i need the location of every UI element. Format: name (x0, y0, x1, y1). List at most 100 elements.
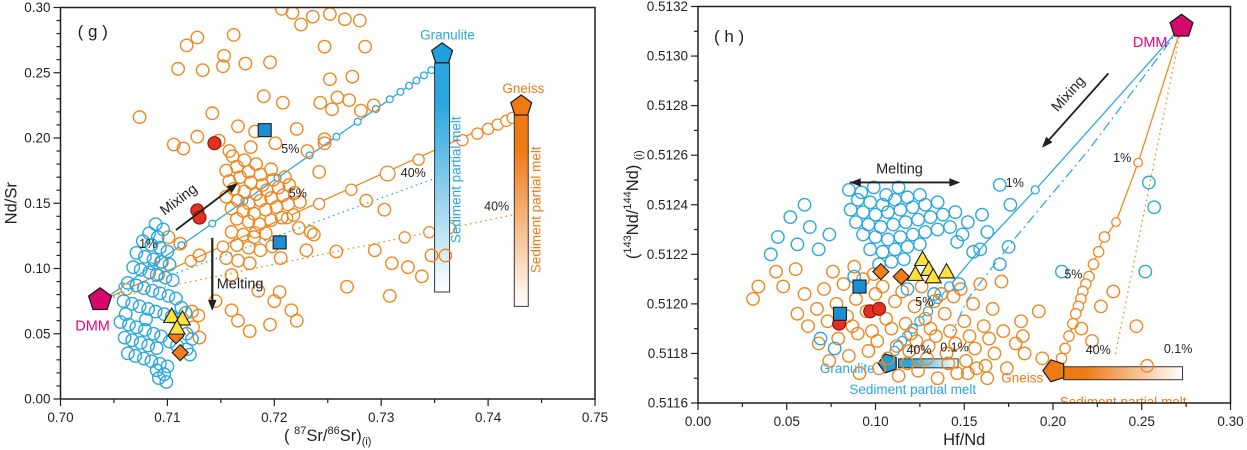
granulite-samples-point (1001, 239, 1016, 254)
granulite-samples-point (149, 268, 164, 282)
gneiss-samples-point (238, 56, 253, 71)
x-axis-title: ( 87Sr/86Sr)(i) (284, 425, 371, 448)
panel-g: Granulite Sediment partial melt Gneiss Sedi… (3, 0, 609, 448)
gneiss-samples-point (289, 313, 304, 328)
dmm-gneiss-mixing-solid (1055, 26, 1183, 365)
h-mixing-arrow (1041, 72, 1110, 148)
gneiss-samples-point (978, 358, 993, 373)
gneiss-samples-point (237, 153, 252, 168)
gneiss-samples-point (359, 193, 374, 208)
mixing-line-marker (427, 66, 436, 75)
gneiss-samples-point (822, 353, 837, 368)
gneiss-samples-point (224, 303, 239, 318)
granulite-samples-point (144, 238, 159, 252)
gneiss-samples-point (927, 294, 941, 309)
granulite-samples-point (133, 262, 148, 277)
gneiss-samples-point (982, 331, 996, 346)
granulite-samples-point (138, 249, 152, 264)
gneiss-samples-point (994, 274, 1009, 289)
arrow-head (208, 299, 217, 311)
gneiss-samples-point (176, 141, 191, 156)
granulite-samples-point (169, 291, 183, 306)
gneiss-samples-point (831, 331, 846, 346)
series-gneiss-samples (132, 7, 453, 345)
gneiss-samples-point (340, 279, 354, 294)
gneiss-samples-point (241, 214, 256, 229)
y-tick-label: 0.5132 (647, 0, 688, 14)
mixing-line-marker (1098, 231, 1111, 243)
gneiss-samples-point (229, 238, 244, 252)
gneiss-samples-point (285, 7, 300, 20)
y-tick-label: 0.5122 (647, 247, 688, 262)
series-yellow-triangles (162, 307, 192, 335)
granulite-samples-point (992, 257, 1007, 272)
gneiss-samples-point (191, 308, 206, 323)
gneiss-samples-point (132, 110, 147, 125)
granulite-samples-point (802, 220, 817, 234)
gneiss-samples-point (865, 324, 879, 339)
yellow-triangles-point (913, 250, 932, 267)
blue-squares-point (852, 279, 867, 294)
annotation-g: ( g ) (78, 22, 108, 41)
gneiss-samples-point (937, 306, 952, 321)
mixing-line-marker (1059, 342, 1071, 355)
gneiss-samples-point (305, 9, 320, 24)
g-melting-arrow (208, 237, 217, 311)
granulite-samples-point (141, 302, 156, 316)
gneiss-samples-point (322, 72, 337, 87)
gneiss-samples-point (928, 329, 943, 343)
granulite-samples-point (886, 217, 901, 232)
y-tick-label: 0.5118 (648, 346, 688, 361)
granulite-samples-point (927, 287, 941, 301)
granulite-samples-point (136, 281, 151, 295)
granulite-samples-point (975, 207, 989, 222)
y-tick-label: 0.5130 (647, 49, 688, 64)
granulite-samples-point (930, 195, 945, 210)
x-tick-label: 0.30 (1217, 414, 1243, 429)
gneiss-samples-point (306, 227, 321, 242)
x-tick-label: 0.00 (685, 414, 711, 429)
yellow-triangles-point (937, 262, 956, 279)
mixing-line-marker (922, 306, 934, 317)
mixing-line-marker (396, 87, 405, 96)
gneiss-samples-point (231, 253, 245, 268)
gneiss-samples-point (268, 136, 283, 151)
arrow-line (175, 185, 234, 231)
gneiss-samples-point (820, 314, 835, 329)
series-yellow-triangles (906, 250, 956, 284)
granulite-samples-point (162, 257, 177, 272)
gneiss-samples-point (275, 95, 290, 110)
granulite-samples-point (159, 375, 174, 389)
melt-bar (898, 358, 959, 369)
annotation-01: 0.1% (940, 341, 969, 355)
granulite-samples-point (132, 299, 147, 314)
granulite-samples-point (144, 354, 159, 369)
gneiss-samples-point (253, 243, 268, 258)
mixing-line-marker (423, 225, 436, 239)
gneiss-samples-point (384, 256, 399, 271)
granulite-samples-point (912, 237, 927, 252)
mixing-line-marker (398, 231, 411, 244)
gneiss-samples-point (293, 195, 307, 209)
annotation-01: 0.1% (1164, 342, 1193, 356)
granulite-samples-point (153, 286, 167, 301)
series-granulite-samples (763, 175, 1162, 356)
gneiss-samples-point (382, 289, 397, 303)
gneiss-samples-point (424, 248, 439, 263)
y-tick-label: 0.05 (24, 326, 50, 341)
gneiss-samples-point (241, 240, 256, 255)
granulite-samples-point (875, 197, 890, 212)
mixing-line-marker (312, 197, 326, 211)
gneiss-samples-point (216, 59, 230, 74)
annotation-5: 5% (281, 142, 299, 156)
gneiss-samples-point (889, 339, 904, 353)
granulite-samples-point (893, 202, 908, 217)
gneiss-samples-point (966, 296, 981, 311)
y-tick-label: 0.5120 (647, 296, 688, 311)
gneiss-samples-point (286, 208, 301, 222)
annotation-melting: Melting (217, 277, 264, 293)
gneiss-samples-point (817, 282, 831, 296)
